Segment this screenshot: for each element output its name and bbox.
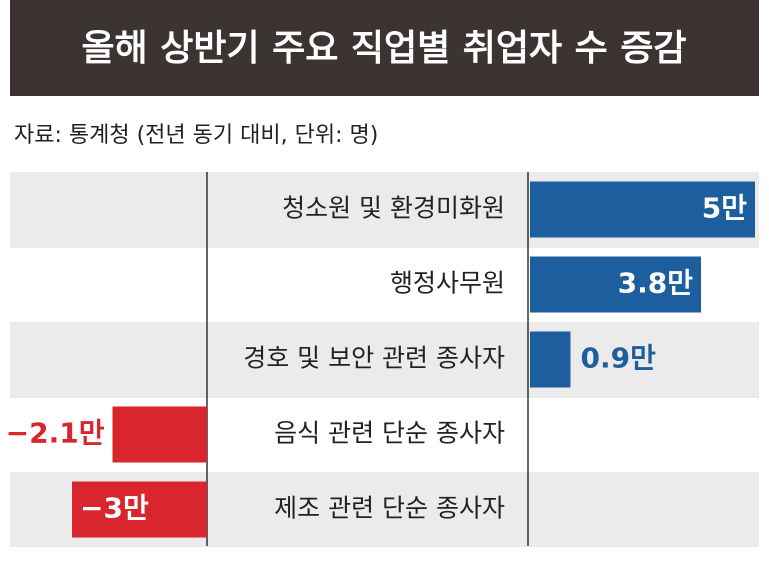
bar — [530, 181, 755, 238]
value-label: 5만 — [702, 192, 747, 225]
category-label: 제조 관련 단순 종사자 — [274, 494, 505, 523]
category-label: 행정사무원 — [390, 269, 505, 298]
value-label: −3만 — [80, 492, 149, 525]
category-label: 음식 관련 단순 종사자 — [274, 419, 505, 448]
chart-title: 올해 상반기 주요 직업별 취업자 수 증감 — [81, 28, 686, 69]
value-label: 3.8만 — [618, 267, 694, 300]
bar — [72, 481, 207, 538]
row-band — [10, 322, 759, 397]
bar — [112, 406, 207, 463]
value-label: −2.1만 — [6, 417, 105, 450]
bar — [530, 331, 571, 388]
category-label: 경호 및 보안 관련 종사자 — [243, 344, 505, 373]
category-label: 청소원 및 환경미화원 — [282, 194, 505, 223]
title-bar — [10, 0, 759, 96]
chart-subtitle: 자료: 통계청 (전년 동기 대비, 단위: 명) — [14, 123, 378, 148]
bar — [530, 256, 701, 313]
value-label: 0.9만 — [581, 342, 657, 375]
